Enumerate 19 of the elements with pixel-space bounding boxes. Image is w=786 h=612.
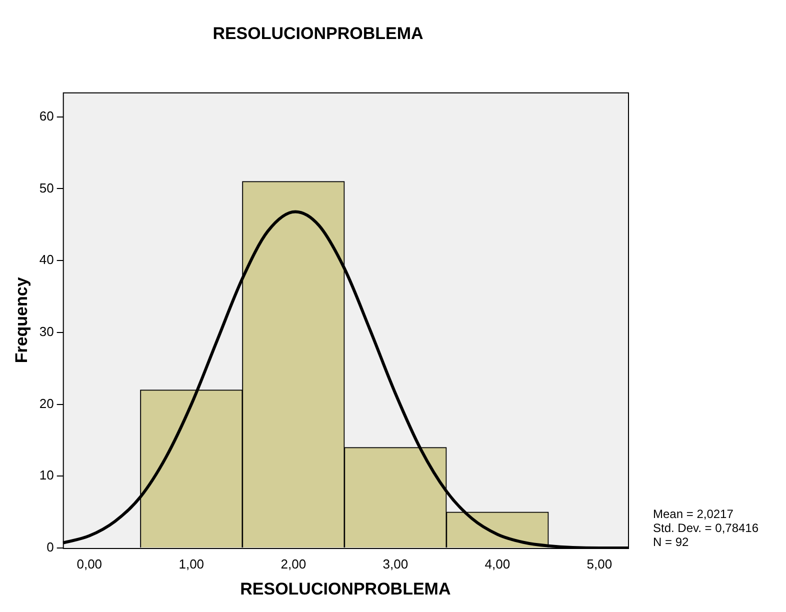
y-tick-label: 10 <box>39 468 54 483</box>
x-tick-label: 2,00 <box>280 556 306 572</box>
x-tick-label: 1,00 <box>178 556 204 572</box>
y-tick-label: 0 <box>46 540 54 555</box>
text: N = 92 <box>653 535 690 549</box>
x-tick-label: 0,00 <box>76 556 102 572</box>
x-tick-label: 3,00 <box>382 556 408 572</box>
text: Mean = 2,0217 <box>653 507 734 521</box>
y-tick-label: 40 <box>39 252 54 268</box>
x-axis-title: RESOLUCIONPROBLEMA <box>240 579 451 598</box>
y-tick-label: 50 <box>39 180 54 196</box>
y-tick-label: 60 <box>39 108 54 124</box>
text: Std. Dev. = 0,78416 <box>653 521 759 535</box>
chart-title: RESOLUCIONPROBLEMA <box>212 24 424 43</box>
x-tick-label: 5,00 <box>586 556 612 572</box>
y-axis-title: Frequency <box>12 276 31 364</box>
y-tick-label: 30 <box>39 324 54 339</box>
x-tick-label: 4,00 <box>484 556 510 572</box>
y-tick-label: 20 <box>39 396 54 411</box>
